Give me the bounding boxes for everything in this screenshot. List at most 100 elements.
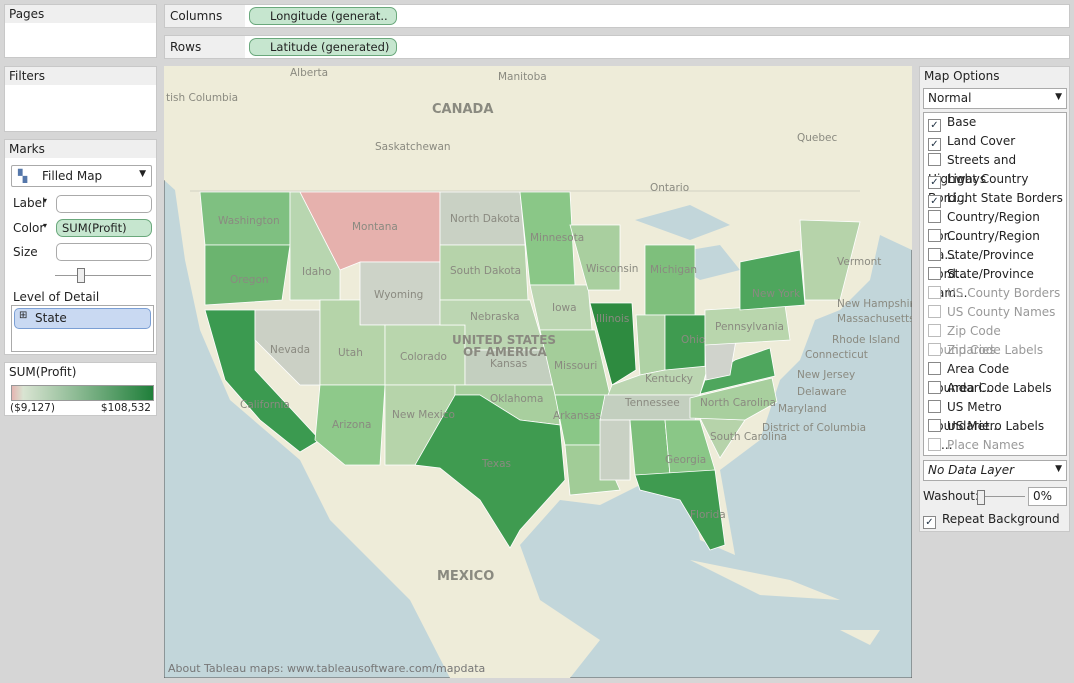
map-label: California (240, 399, 290, 411)
layer-option[interactable]: US Metro Labels (C... (928, 417, 1066, 452)
layer-option: US County Borders (928, 284, 1060, 303)
checkbox[interactable] (928, 381, 941, 394)
data-layer-dropdown[interactable]: No Data Layer ▼ (923, 460, 1067, 481)
layer-option[interactable]: ✓ Light Country Bord... (928, 170, 1066, 205)
checkbox[interactable] (928, 267, 941, 280)
map-label: Georgia (665, 454, 706, 466)
checkbox[interactable] (928, 210, 941, 223)
columns-pill[interactable]: Longitude (generat.. (249, 7, 397, 25)
layer-option[interactable]: Area Code Boundari... (928, 360, 1066, 395)
map-style-dropdown[interactable]: Normal ▼ (923, 88, 1067, 109)
checkbox[interactable]: ✓ (928, 119, 941, 132)
map-footer[interactable]: About Tableau maps: www.tableausoftware.… (168, 662, 485, 675)
size-button[interactable]: Size (13, 245, 38, 259)
caribbean (690, 560, 880, 645)
map-label: Utah (338, 347, 363, 359)
washout-input[interactable]: 0% (1028, 487, 1067, 506)
map-label: North Dakota (450, 213, 520, 225)
pages-card: Pages (4, 4, 157, 58)
rows-pill[interactable]: Latitude (generated) (249, 38, 397, 56)
layer-list: ✓ Base ✓ Land Cover Streets and Highways ✓ Lig… (923, 112, 1067, 456)
map-label: South Dakota (450, 265, 521, 277)
map-label: Vermont (837, 256, 881, 268)
color-pill[interactable]: SUM(Profit) (56, 219, 152, 237)
layer-option[interactable]: Country/Region Na... (928, 227, 1066, 262)
data-layer: No Data Layer (928, 463, 1015, 477)
checkbox[interactable]: ✓ (923, 516, 936, 529)
map-label: CANADA (432, 102, 493, 117)
map-label: Saskatchewan (375, 141, 451, 153)
layer-label: Base (947, 115, 977, 129)
filters-card: Filters (4, 66, 157, 132)
state-pill[interactable]: ⊞ State (14, 308, 151, 329)
color-legend: SUM(Profit) ($9,127) $108,532 (4, 362, 157, 416)
map-label: Michigan (650, 264, 697, 276)
marks-card: Marks ▚ Filled Map ▼ Label ▾ Color ▾ SUM(P… (4, 139, 157, 355)
layer-label: Streets and Highways (928, 153, 1017, 186)
size-shelf[interactable] (56, 243, 152, 261)
filters-title: Filters (9, 69, 45, 83)
slider-thumb[interactable] (77, 268, 85, 283)
label-button[interactable]: Label (13, 196, 46, 210)
map-label: tish Columbia (166, 92, 238, 104)
checkbox[interactable] (928, 248, 941, 261)
size-slider[interactable] (55, 275, 151, 276)
layer-option[interactable]: Country/Region Bor... (928, 208, 1066, 243)
label-shelf[interactable] (56, 195, 152, 213)
checkbox (928, 324, 941, 337)
map-label: UNITED STATES (452, 333, 556, 347)
map-label: MEXICO (437, 569, 494, 584)
map-label: New York (752, 288, 801, 300)
washout-thumb[interactable] (977, 490, 985, 505)
layer-option: Zip Code Labels (928, 341, 1043, 360)
layer-option[interactable]: Area Code Labels (928, 379, 1052, 398)
checkbox[interactable]: ✓ (928, 138, 941, 151)
legend-title: SUM(Profit) (9, 365, 77, 379)
map-label: Washington (218, 215, 280, 227)
checkbox[interactable] (928, 419, 941, 432)
map-label: Delaware (797, 386, 846, 398)
map-label: Montana (352, 221, 398, 233)
washout-label: Washout: (923, 489, 980, 503)
layer-option[interactable]: ✓Light State Borders ... (928, 189, 1066, 224)
legend-min: ($9,127) (10, 402, 55, 414)
layer-label: Area Code Boundari... (928, 362, 1010, 395)
map-view: Alberta Manitoba CANADA tish Columbia Sa… (164, 66, 912, 678)
map-label: Oklahoma (490, 393, 543, 405)
checkbox[interactable] (928, 153, 941, 166)
map-label: Rhode Island (832, 334, 900, 346)
map-label: Wyoming (374, 289, 423, 301)
checkbox[interactable] (928, 362, 941, 375)
layer-option[interactable]: ✓ Base (928, 113, 976, 132)
mark-type-dropdown[interactable]: ▚ Filled Map ▼ (11, 165, 152, 187)
repeat-background[interactable]: ✓ Repeat Background (923, 510, 1060, 529)
checkbox[interactable]: ✓ (928, 176, 941, 189)
rows-label: Rows (170, 40, 202, 54)
map-label: Alberta (290, 67, 328, 79)
checkbox (928, 286, 941, 299)
map-label: Nebraska (470, 311, 520, 323)
state-pill-label: State (35, 311, 67, 325)
layer-option[interactable]: US Metro Boundarie... (928, 398, 1066, 433)
checkbox[interactable] (928, 400, 941, 413)
rows-shelf: Rows Latitude (generated) (164, 35, 1070, 59)
layer-option[interactable]: State/Province Bord... (928, 246, 1066, 281)
lod-title: Level of Detail (13, 290, 100, 304)
layer-option[interactable]: State/Province Nam... (928, 265, 1066, 300)
checkbox (928, 305, 941, 318)
map-label: Idaho (302, 266, 331, 278)
map-label: Missouri (554, 360, 597, 372)
map-label: Oregon (230, 274, 269, 286)
layer-option[interactable]: Streets and Highways (928, 151, 1066, 186)
layer-option: Zip Code Boundaries (928, 322, 1066, 357)
layer-option[interactable]: ✓ Land Cover (928, 132, 1015, 151)
checkbox[interactable] (928, 229, 941, 242)
map-labels: Alberta Manitoba CANADA tish Columbia Sa… (166, 67, 912, 584)
washout-slider[interactable] (977, 496, 1025, 497)
pages-title: Pages (9, 7, 45, 21)
color-button[interactable]: Color (13, 221, 45, 235)
map-label: Connecticut (805, 349, 868, 361)
map-label: Colorado (400, 351, 447, 363)
checkbox[interactable]: ✓ (928, 195, 941, 208)
map-label: Minnesota (530, 232, 584, 244)
